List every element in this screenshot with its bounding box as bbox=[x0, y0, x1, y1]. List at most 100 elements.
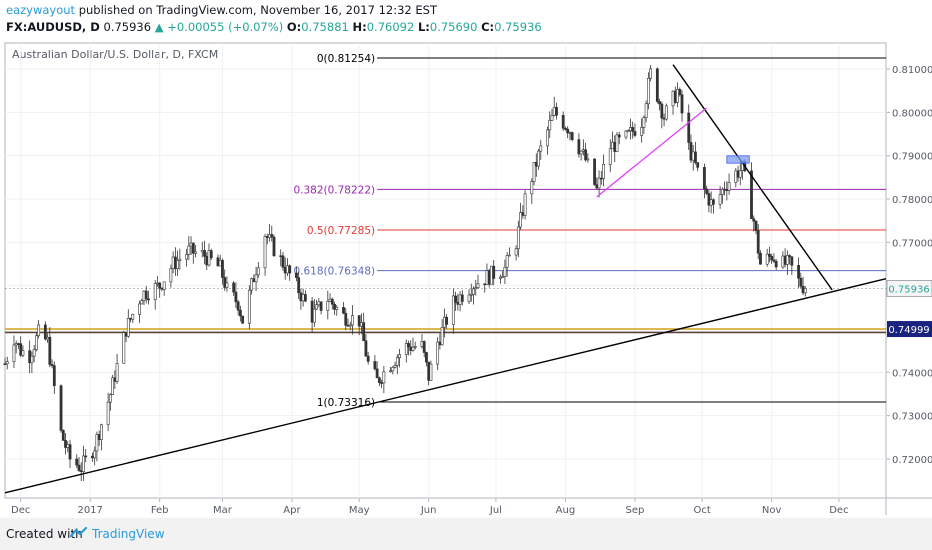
candle-body bbox=[420, 341, 424, 347]
candle-body bbox=[694, 151, 697, 163]
candle-body bbox=[772, 259, 776, 262]
y-tick-label: 0.81000 bbox=[892, 65, 932, 76]
candle-body bbox=[389, 370, 392, 373]
candle-body bbox=[115, 363, 119, 382]
candle-body bbox=[770, 256, 774, 261]
candle-body bbox=[696, 162, 700, 168]
candle-body bbox=[640, 127, 644, 136]
candle-body bbox=[801, 285, 805, 294]
candle-body bbox=[351, 315, 354, 326]
fib-level-label: 0.618(0.76348) bbox=[293, 266, 375, 278]
candle-body bbox=[77, 464, 81, 471]
author-link[interactable]: eazywayout bbox=[6, 3, 76, 17]
candle-body bbox=[617, 134, 621, 138]
candle-body bbox=[458, 294, 462, 305]
candle-body bbox=[66, 444, 70, 448]
symbol-label: FX:AUDUSD, D bbox=[6, 20, 100, 34]
candle-body bbox=[445, 316, 449, 325]
tradingview-brand[interactable]: TradingView bbox=[92, 527, 165, 541]
candle-body bbox=[288, 265, 292, 274]
tradingview-logo-icon[interactable] bbox=[70, 526, 88, 540]
horizontal-levels bbox=[5, 288, 886, 334]
x-tick-label: Jul bbox=[489, 505, 502, 516]
candle-body bbox=[52, 365, 56, 387]
candle-body bbox=[395, 357, 399, 366]
candle-body bbox=[153, 283, 157, 300]
candle-body bbox=[34, 335, 38, 350]
candle-body bbox=[301, 294, 305, 302]
candle-body bbox=[17, 343, 20, 345]
candle-body bbox=[312, 308, 316, 323]
candle-body bbox=[144, 290, 148, 300]
time-axis: Dec 2017 Feb Mar Apr May Jun Jul Aug Sep Oct Nov Dec bbox=[11, 498, 849, 516]
candle-body bbox=[671, 90, 675, 107]
candle-body bbox=[548, 120, 552, 131]
highlight-rectangle bbox=[726, 155, 750, 164]
candle-body bbox=[454, 295, 457, 303]
x-tick-label: Feb bbox=[151, 505, 169, 516]
candle-body bbox=[725, 189, 729, 191]
candle-body bbox=[597, 177, 601, 189]
candle-body bbox=[546, 129, 549, 147]
candle-body bbox=[113, 377, 117, 382]
candle-body bbox=[552, 107, 556, 116]
candle-body bbox=[564, 128, 567, 130]
chart-header: eazywayout published on TradingView.com,… bbox=[0, 0, 932, 40]
close-value: 0.75936 bbox=[494, 20, 542, 34]
candle-body bbox=[579, 150, 583, 155]
candle-body bbox=[93, 450, 97, 459]
footer: Created with TradingView bbox=[0, 518, 932, 550]
candle-body bbox=[131, 314, 135, 320]
candle-body bbox=[241, 315, 245, 324]
downtrend-line bbox=[672, 64, 833, 291]
x-tick-label: Aug bbox=[556, 505, 576, 516]
low-label: L: bbox=[417, 20, 430, 34]
candle-body bbox=[765, 253, 769, 265]
candle-body bbox=[611, 141, 614, 150]
fib-level-label: 1(0.73316) bbox=[317, 397, 375, 409]
candle-body bbox=[709, 199, 713, 206]
candle-body bbox=[111, 377, 115, 395]
candle-body bbox=[631, 127, 635, 132]
price-chart[interactable]: Australian Dollar/U.S. Dollar, D, FXCM 0… bbox=[0, 0, 932, 518]
candle-body bbox=[95, 434, 99, 452]
candle-body bbox=[624, 130, 628, 138]
candle-body bbox=[84, 455, 88, 458]
candle-body bbox=[530, 181, 534, 195]
fib-level-label: 0(0.81254) bbox=[317, 53, 375, 65]
candle-body bbox=[357, 315, 361, 327]
candle-body bbox=[254, 274, 258, 283]
published-text: published on TradingView.com, November 1… bbox=[78, 3, 437, 17]
price-axis: 0.810000.800000.790000.780000.770000.760… bbox=[886, 65, 932, 466]
candle-body bbox=[756, 230, 760, 254]
candle-body bbox=[142, 290, 146, 301]
candle-body bbox=[799, 277, 803, 287]
candle-body bbox=[32, 349, 36, 357]
candle-body bbox=[263, 236, 267, 269]
candle-body bbox=[283, 266, 287, 274]
candle-body bbox=[570, 132, 574, 140]
candle-body bbox=[46, 336, 49, 340]
candle-body bbox=[333, 303, 336, 310]
candle-body bbox=[534, 162, 538, 167]
candle-body bbox=[691, 151, 695, 161]
last-price-label: 0.75936 bbox=[888, 284, 929, 295]
candle-body bbox=[281, 255, 285, 268]
trendlines bbox=[4, 64, 887, 494]
candle-body bbox=[577, 139, 581, 155]
open-label: O: bbox=[286, 20, 302, 34]
candle-body bbox=[187, 245, 191, 255]
candle-body bbox=[295, 272, 298, 278]
candle-body bbox=[723, 188, 726, 191]
price-labels: 0.75936 0.74999 bbox=[886, 280, 932, 338]
candle-body bbox=[581, 149, 585, 152]
publish-line: eazywayout published on TradingView.com,… bbox=[6, 3, 437, 17]
candle-body bbox=[469, 293, 473, 296]
candle-body bbox=[61, 430, 65, 441]
y-tick-label: 0.72000 bbox=[892, 455, 932, 466]
candle-body bbox=[803, 288, 807, 294]
candle-body bbox=[521, 212, 525, 216]
candle-body bbox=[346, 324, 350, 327]
candle-body bbox=[783, 255, 787, 265]
candle-body bbox=[203, 250, 206, 257]
